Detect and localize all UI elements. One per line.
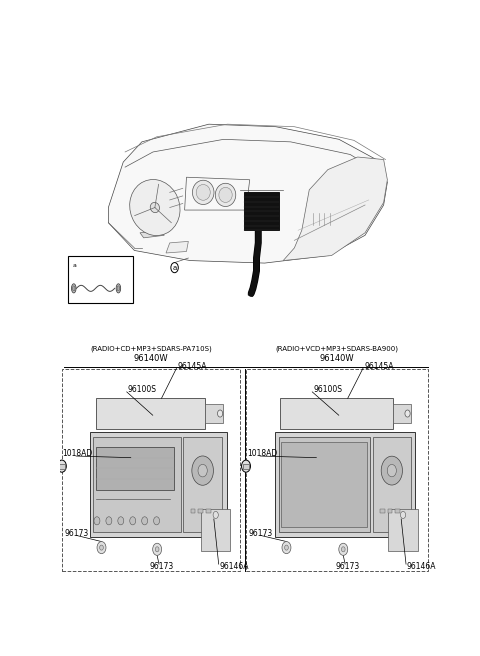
Text: 96173: 96173 bbox=[150, 562, 174, 571]
Circle shape bbox=[241, 460, 251, 472]
Bar bbox=[183, 438, 222, 532]
Bar bbox=[199, 509, 203, 514]
Bar bbox=[96, 447, 174, 489]
Text: 96146A: 96146A bbox=[407, 562, 436, 571]
Ellipse shape bbox=[117, 286, 120, 291]
Circle shape bbox=[142, 517, 148, 525]
Ellipse shape bbox=[219, 188, 232, 203]
Bar bbox=[246, 369, 428, 571]
Circle shape bbox=[381, 456, 402, 485]
Polygon shape bbox=[140, 230, 164, 238]
Bar bbox=[281, 442, 367, 527]
Circle shape bbox=[192, 456, 214, 485]
Bar bbox=[96, 398, 205, 429]
Text: 1018AD: 1018AD bbox=[62, 449, 93, 458]
Ellipse shape bbox=[196, 184, 210, 200]
Polygon shape bbox=[166, 241, 188, 253]
Bar bbox=[373, 438, 411, 532]
Text: 96145A: 96145A bbox=[178, 362, 207, 371]
Circle shape bbox=[387, 464, 396, 477]
Text: (RADIO+VCD+MP3+SDARS-BA900): (RADIO+VCD+MP3+SDARS-BA900) bbox=[276, 346, 398, 352]
Circle shape bbox=[285, 545, 288, 550]
Circle shape bbox=[282, 542, 291, 554]
Text: 96173: 96173 bbox=[249, 529, 273, 538]
Bar bbox=[201, 508, 230, 551]
Bar bbox=[68, 255, 133, 304]
Text: 96173: 96173 bbox=[65, 529, 89, 538]
Bar bbox=[205, 404, 223, 422]
Bar bbox=[275, 432, 415, 537]
Circle shape bbox=[213, 512, 218, 518]
Circle shape bbox=[118, 517, 124, 525]
Circle shape bbox=[106, 517, 112, 525]
Bar bbox=[280, 398, 393, 429]
Circle shape bbox=[217, 410, 223, 417]
Bar bbox=[393, 404, 410, 422]
Text: 96146A: 96146A bbox=[219, 562, 249, 571]
Circle shape bbox=[339, 543, 348, 556]
Circle shape bbox=[400, 512, 406, 518]
Bar bbox=[93, 438, 180, 532]
Text: 96100S: 96100S bbox=[128, 385, 157, 394]
Text: 1018AD: 1018AD bbox=[247, 449, 277, 458]
Bar bbox=[380, 509, 384, 514]
Bar bbox=[62, 369, 240, 571]
Bar bbox=[388, 509, 392, 514]
Circle shape bbox=[405, 410, 410, 417]
Circle shape bbox=[171, 262, 178, 273]
Circle shape bbox=[154, 517, 159, 525]
Circle shape bbox=[97, 542, 106, 554]
Ellipse shape bbox=[72, 286, 75, 291]
Text: 96125C: 96125C bbox=[81, 261, 113, 270]
Text: a: a bbox=[172, 264, 177, 271]
Text: 96100S: 96100S bbox=[313, 385, 342, 394]
Text: a: a bbox=[73, 263, 77, 268]
Bar bbox=[396, 509, 400, 514]
Ellipse shape bbox=[192, 180, 214, 205]
Bar bbox=[244, 192, 279, 230]
Polygon shape bbox=[108, 124, 387, 263]
Bar bbox=[206, 509, 211, 514]
Bar bbox=[59, 464, 65, 468]
Circle shape bbox=[130, 517, 136, 525]
Circle shape bbox=[94, 517, 100, 525]
Text: 96145A: 96145A bbox=[364, 362, 394, 371]
Bar bbox=[279, 438, 370, 532]
Circle shape bbox=[72, 261, 78, 270]
Bar bbox=[90, 432, 228, 537]
Circle shape bbox=[198, 464, 207, 477]
Ellipse shape bbox=[130, 180, 180, 236]
Ellipse shape bbox=[216, 183, 236, 207]
Text: 96173: 96173 bbox=[336, 562, 360, 571]
Polygon shape bbox=[283, 157, 387, 260]
Text: 96140W: 96140W bbox=[134, 354, 168, 363]
Circle shape bbox=[155, 547, 159, 552]
Text: (RADIO+CD+MP3+SDARS-PA710S): (RADIO+CD+MP3+SDARS-PA710S) bbox=[90, 346, 212, 352]
Circle shape bbox=[58, 460, 66, 472]
Ellipse shape bbox=[72, 284, 76, 293]
Circle shape bbox=[100, 545, 103, 550]
Bar bbox=[191, 509, 195, 514]
Circle shape bbox=[153, 543, 162, 556]
Bar bbox=[388, 508, 418, 551]
Ellipse shape bbox=[150, 203, 159, 213]
Text: 96140W: 96140W bbox=[320, 354, 354, 363]
Bar bbox=[243, 464, 249, 468]
Ellipse shape bbox=[116, 284, 120, 293]
Circle shape bbox=[341, 547, 345, 552]
